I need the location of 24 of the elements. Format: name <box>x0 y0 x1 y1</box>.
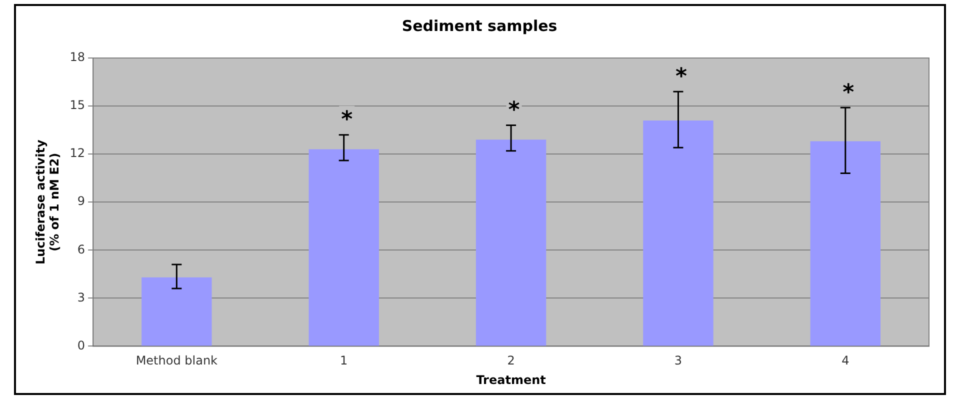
y-tick-label: 3 <box>77 290 86 304</box>
bar <box>142 277 212 346</box>
x-tick-label: Method blank <box>136 354 218 368</box>
x-axis-title: Treatment <box>476 372 546 387</box>
x-tick-label: 2 <box>507 354 515 368</box>
annotation: * <box>675 64 688 90</box>
bar <box>643 120 714 346</box>
chart-title: Sediment samples <box>402 16 558 35</box>
y-tick-label: 0 <box>77 338 86 352</box>
x-tick-label: 3 <box>674 354 682 368</box>
annotation: * <box>508 98 520 123</box>
y-tick-label: 18 <box>70 50 86 64</box>
bar <box>476 140 546 346</box>
x-tick-label: 1 <box>340 354 348 368</box>
annotation: * <box>341 108 354 133</box>
y-tick-label: 9 <box>77 194 86 208</box>
y-tick-label: 6 <box>77 242 86 256</box>
bar <box>308 149 379 346</box>
annotation: * <box>842 80 855 106</box>
x-tick-label: 4 <box>842 354 850 368</box>
y-axis-title: Luciferase activity (% of 1 nM E2) <box>33 140 62 265</box>
bar <box>810 141 881 346</box>
y-tick-label: 15 <box>70 98 86 112</box>
y-tick-label: 12 <box>70 146 86 160</box>
